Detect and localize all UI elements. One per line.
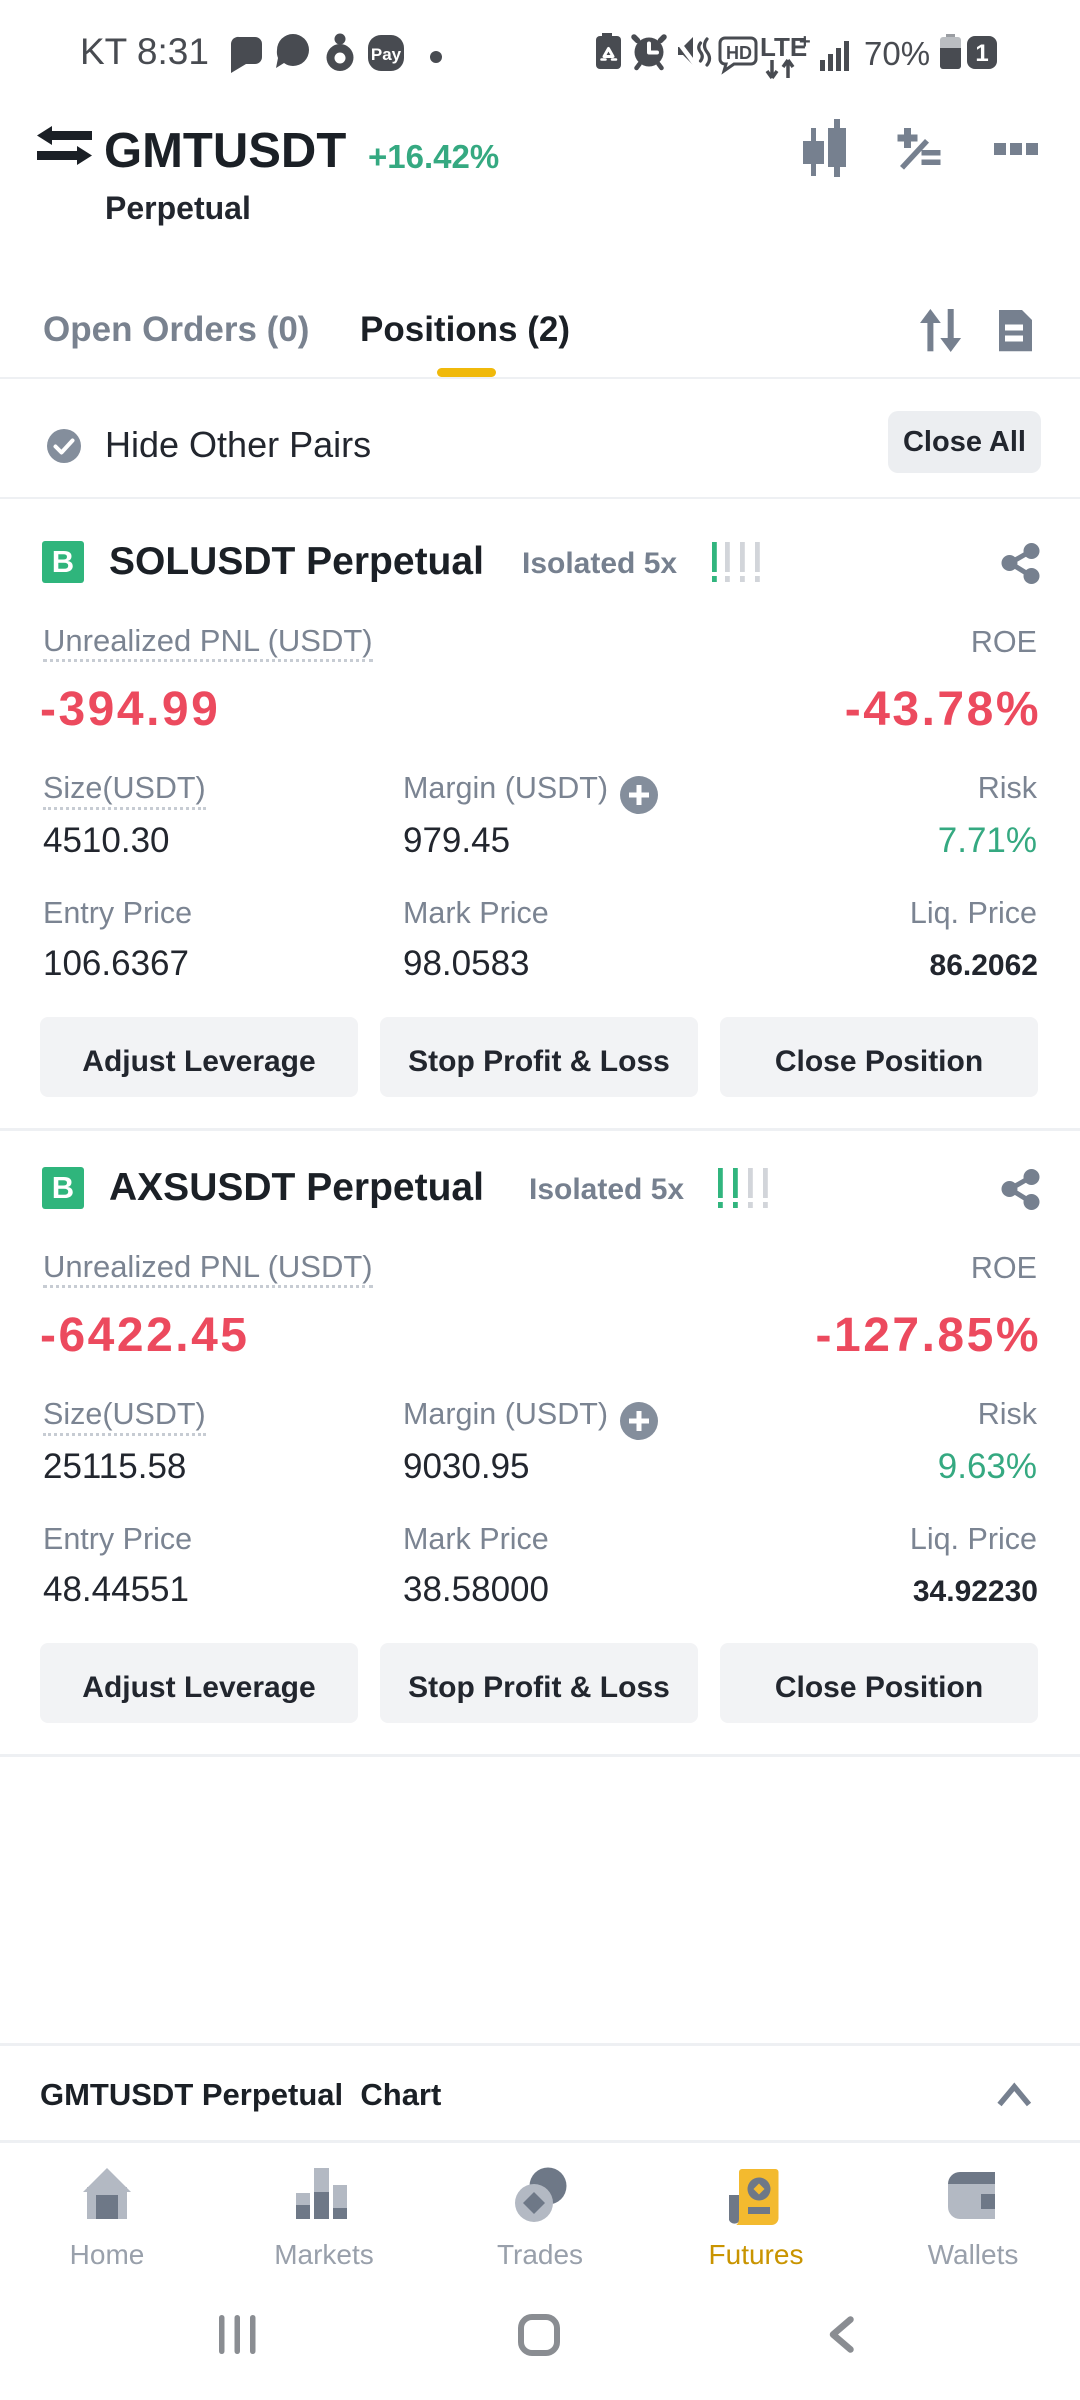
svg-text:1: 1 — [975, 40, 988, 67]
svg-text:Pay: Pay — [371, 45, 402, 64]
svg-text:LTE: LTE — [760, 32, 807, 62]
svg-text:HD: HD — [726, 43, 752, 63]
svg-text:70%: 70% — [864, 35, 930, 72]
svg-text:+: + — [799, 31, 811, 53]
